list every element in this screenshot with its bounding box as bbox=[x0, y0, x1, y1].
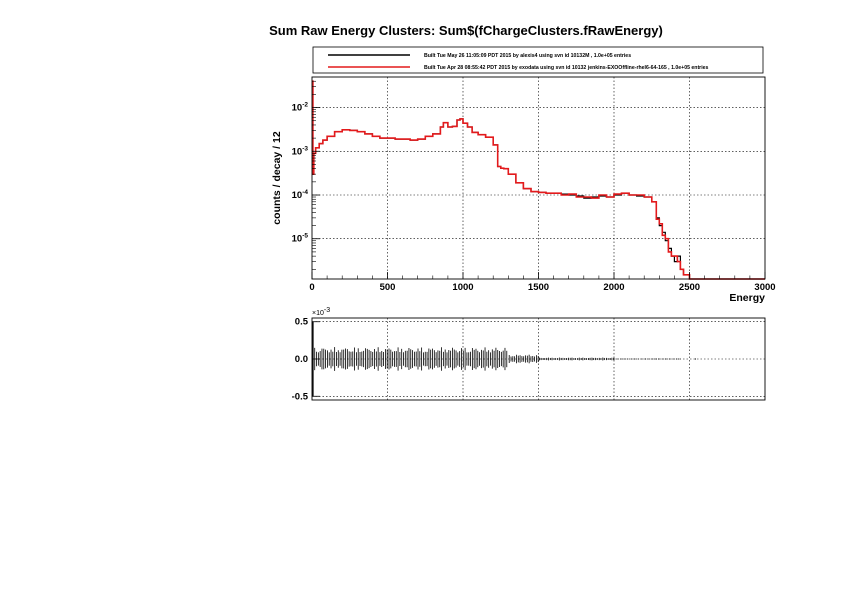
ratio-bars bbox=[312, 321, 696, 397]
x-tick-label: 2500 bbox=[679, 282, 700, 293]
legend-box bbox=[312, 46, 764, 74]
x-tick-label: 3000 bbox=[754, 282, 775, 293]
y-tick-label: 10-4 bbox=[292, 189, 309, 201]
main-y-axis: 10-2 10-3 10-4 10-5 bbox=[292, 80, 320, 270]
ratio-y-tick-label: 0.5 bbox=[295, 317, 309, 328]
x-tick-label: 1500 bbox=[528, 282, 549, 293]
main-x-axis: 0 500 1000 1500 2000 2500 3000 bbox=[309, 272, 776, 293]
legend-label-series-2: Built Tue Apr 28 08:55:42 PDT 2015 by ex… bbox=[424, 65, 709, 71]
ratio-y-axis: 0.5 0.0 -0.5 bbox=[292, 317, 320, 402]
ratio-y-tick-label: 0.0 bbox=[295, 354, 308, 365]
x-tick-label: 500 bbox=[380, 282, 396, 293]
y-tick-label: 10-5 bbox=[292, 233, 309, 245]
series-line-2 bbox=[312, 80, 765, 280]
main-grid bbox=[312, 77, 765, 279]
x-axis-title: Energy bbox=[729, 292, 765, 304]
legend-label-series-1: Built Tue May 26 11:05:09 PDT 2015 by al… bbox=[424, 53, 631, 59]
y-tick-label: 10-3 bbox=[292, 145, 309, 157]
chart-title: Sum Raw Energy Clusters: Sum$(fChargeClu… bbox=[269, 23, 663, 38]
ratio-plot: 0.5 0.0 -0.5 ×10-3 bbox=[292, 307, 766, 402]
ratio-y-tick-label: -0.5 bbox=[292, 391, 309, 402]
ratio-exponent-label: ×10-3 bbox=[312, 307, 330, 317]
main-series bbox=[312, 80, 765, 280]
legend: Built Tue May 26 11:05:09 PDT 2015 by al… bbox=[312, 46, 764, 74]
x-tick-label: 0 bbox=[309, 282, 314, 293]
y-tick-label: 10-2 bbox=[292, 102, 309, 114]
x-tick-label: 2000 bbox=[603, 282, 624, 293]
x-tick-label: 1000 bbox=[452, 282, 473, 293]
main-plot: 0 500 1000 1500 2000 2500 3000 10-210-310-410-… bbox=[292, 76, 776, 293]
y-axis-title: counts / decay / 12 bbox=[271, 131, 283, 225]
